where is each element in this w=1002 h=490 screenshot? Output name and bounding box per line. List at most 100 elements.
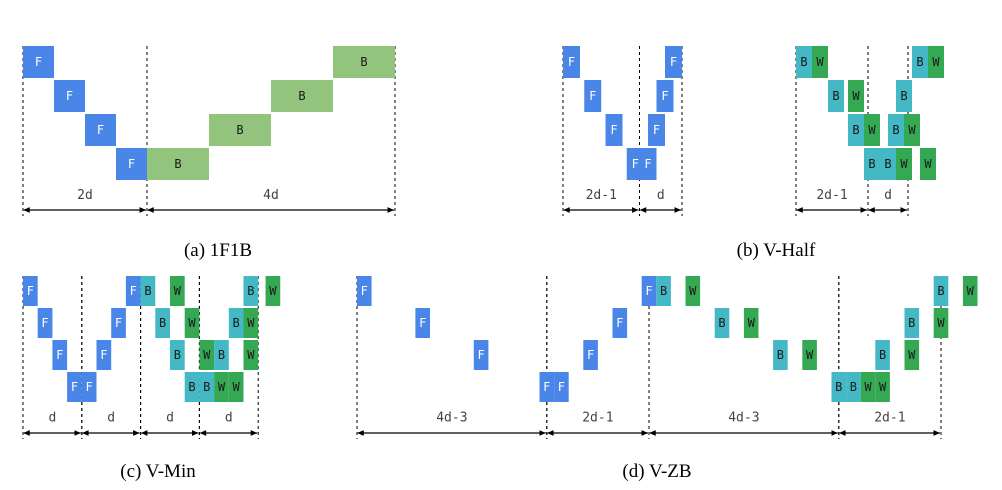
cell-letter: F (100, 348, 107, 362)
weight-cell-block (860, 372, 876, 402)
cell-letter: W (806, 348, 814, 362)
weight-cell: W (904, 114, 920, 146)
cell-letter: F (632, 157, 639, 171)
weight-cell: W (199, 340, 215, 370)
cell-letter: W (852, 89, 860, 103)
panel-caption: (b) V-Half (737, 240, 816, 261)
forward-cell: F (641, 276, 657, 306)
forward-cell: F (563, 46, 580, 78)
cell-letter: F (645, 284, 652, 298)
forward-cell-block (583, 340, 598, 370)
cell-letter: F (558, 380, 565, 394)
weight-cell-block (802, 340, 817, 370)
backward-cell: B (846, 372, 861, 402)
backward-cell: B (155, 308, 170, 338)
backward-cell-block (831, 372, 847, 402)
weight-cell-block (962, 276, 978, 306)
cell-letter: B (247, 284, 254, 298)
cell-letter: W (203, 348, 211, 362)
forward-cell: F (554, 372, 569, 402)
cell-letter: F (71, 380, 78, 394)
weight-cell: W (685, 276, 701, 306)
weight-cell-block (743, 308, 759, 338)
cell-letter: F (56, 348, 63, 362)
backward-cell-block (656, 276, 671, 306)
weight-cell: W (170, 276, 185, 306)
backward_1f1b-cell-block (147, 148, 209, 180)
forward-cell: F (357, 276, 372, 306)
backward-cell-block (773, 340, 788, 370)
panel-a: 2d 4d F F F F B B B B (a) 1F1B (22, 46, 396, 261)
dimension-label: d (884, 188, 892, 203)
weight-cell-block (904, 114, 920, 146)
cell-letter: F (419, 316, 426, 330)
cell-letter: B (835, 380, 842, 394)
weight-cell: W (920, 148, 936, 180)
forward-cell: F (473, 340, 489, 370)
backward-cell: B (828, 80, 844, 112)
backward_1f1b-cell: B (271, 80, 333, 112)
forward-cell: F (23, 46, 54, 78)
cell-letter: F (543, 380, 550, 394)
cell-letter: B (916, 55, 923, 69)
weight-cell-block (928, 46, 944, 78)
weight-cell-block (864, 114, 880, 146)
weight-cell: W (214, 372, 229, 402)
backward-cell: B (880, 148, 896, 180)
panel-b-backward: 2d-1 dB WB WB W B WB B W WBB W(b) V-Half (737, 46, 944, 261)
cell-letter: W (174, 284, 182, 298)
dimension-label: 4d-3 (728, 411, 759, 426)
forward-cell: F (81, 372, 97, 402)
cell-letter: W (218, 380, 226, 394)
weight-cell: W (812, 46, 828, 78)
backward-cell-block (904, 308, 920, 338)
cell-letter: W (689, 284, 697, 298)
cell-letter: B (832, 89, 839, 103)
dimension-label: d (48, 411, 56, 426)
cell-letter: W (269, 284, 277, 298)
backward-cell: B (140, 276, 156, 306)
dimension-label: 2d-1 (816, 188, 847, 203)
cell-letter: W (188, 316, 196, 330)
cell-letter: W (247, 316, 255, 330)
forward-cell: F (37, 308, 53, 338)
cell-letter: F (661, 89, 668, 103)
cell-letter: W (748, 316, 756, 330)
backward-cell-block (912, 46, 928, 78)
dimension-label: 2d-1 (874, 411, 905, 426)
forward-cell: F (539, 372, 555, 402)
weight-cell: W (802, 340, 817, 370)
backward_1f1b-cell: B (147, 148, 209, 180)
weight-cell: W (875, 372, 890, 402)
forward-cell-block (656, 80, 674, 112)
cell-letter: F (568, 55, 575, 69)
weight-cell: W (184, 308, 200, 338)
cell-letter: W (864, 380, 872, 394)
backward-cell: B (933, 276, 949, 306)
dimension-label: d (166, 411, 174, 426)
weight-cell-block (920, 148, 936, 180)
backward-cell: B (199, 372, 215, 402)
weight-cell-block (184, 308, 200, 338)
forward-cell-block (81, 372, 97, 402)
backward-cell: B (912, 46, 928, 78)
cell-letter: F (670, 55, 677, 69)
dimension-label: 4d-3 (436, 411, 467, 426)
cell-letter: F (361, 284, 368, 298)
cell-letter: B (718, 316, 725, 330)
cell-letter: F (610, 123, 617, 137)
forward-cell-block (605, 114, 623, 146)
dimension-label: d (225, 411, 233, 426)
forward-cell-block (37, 308, 53, 338)
cell-letter: B (298, 89, 305, 103)
weight-cell-block (243, 340, 259, 370)
backward-cell: B (796, 46, 812, 78)
forward-cell-block (473, 340, 489, 370)
forward-cell: F (54, 80, 85, 112)
dimension-label: 4d (263, 188, 279, 203)
dimension-label: d (107, 411, 115, 426)
cell-letter: F (27, 284, 34, 298)
backward-cell: B (864, 148, 880, 180)
